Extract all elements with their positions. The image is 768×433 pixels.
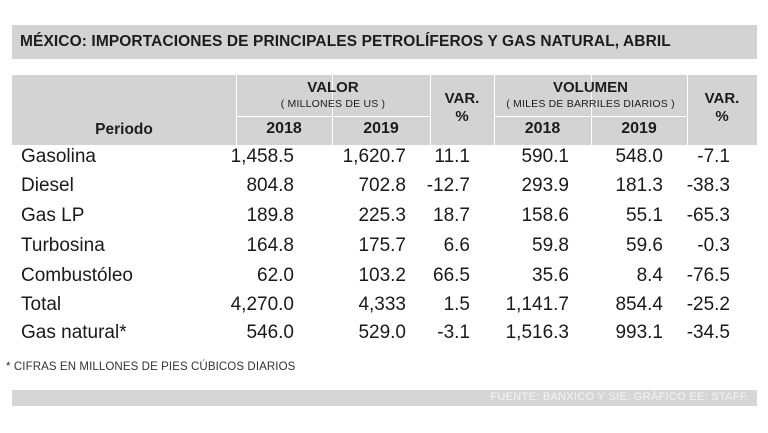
cell-var: 6.6 [443, 235, 470, 256]
source-bar: FUENTE: BANXICO Y SIE. GRÁFICO EE: STAFF… [12, 390, 757, 406]
cell-volvar: -38.3 [686, 175, 730, 196]
cell-var: 66.5 [433, 265, 470, 286]
cell-volvar: -25.2 [686, 294, 730, 315]
cell-v2018: 1,458.5 [230, 146, 294, 167]
cell-v2019: 103.2 [358, 265, 406, 286]
volumen-var-header: VAR. [704, 90, 740, 107]
volumen-var-unit: % [715, 108, 729, 125]
cell-var: 1.5 [443, 294, 470, 315]
cell-volvar: -0.3 [697, 235, 730, 256]
header-block [12, 75, 757, 145]
cell-vol2018: 293.9 [521, 175, 569, 196]
source-credit: FUENTE: BANXICO Y SIE. GRÁFICO EE: STAFF… [490, 391, 749, 403]
table-row: Gas natural* 546.0 529.0 -3.1 1,516.3 993.1 -3… [12, 318, 757, 348]
cell-var: -3.1 [437, 322, 470, 343]
cell-vol2019: 181.3 [615, 175, 663, 196]
divider [687, 75, 688, 145]
cell-v2018: 189.8 [246, 205, 294, 226]
cell-volvar: -34.5 [686, 322, 730, 343]
valor-unit: ( MILLONES DE US ) [280, 98, 386, 110]
cell-v2018: 546.0 [246, 322, 294, 343]
cell-vol2019: 8.4 [636, 265, 663, 286]
divider [332, 75, 333, 145]
cell-vol2018: 1,141.7 [505, 294, 569, 315]
divider [494, 116, 687, 117]
cell-v2018: 804.8 [246, 175, 294, 196]
cell-v2019: 1,620.7 [342, 146, 406, 167]
cell-v2019: 225.3 [358, 205, 406, 226]
divider [236, 116, 430, 117]
title-bar: MÉXICO: IMPORTACIONES DE PRINCIPALES PET… [12, 25, 757, 59]
cell-vol2018: 1,516.3 [505, 322, 569, 343]
row-label: Diesel [21, 175, 74, 196]
cell-var: -12.7 [426, 175, 470, 196]
cell-vol2019: 854.4 [615, 294, 663, 315]
cell-vol2019: 548.0 [615, 146, 663, 167]
cell-vol2019: 993.1 [615, 322, 663, 343]
table-row: Gas LP 189.8 225.3 18.7 158.6 55.1 -65.3 [12, 201, 757, 231]
table-row: Combustóleo 62.0 103.2 66.5 35.6 8.4 -76.5 [12, 261, 757, 291]
row-label: Gas natural* [21, 322, 127, 343]
cell-var: 18.7 [433, 205, 470, 226]
cell-v2019: 702.8 [358, 175, 406, 196]
divider [591, 75, 592, 145]
cell-v2019: 4,333 [358, 294, 406, 315]
table-row: Total 4,270.0 4,333 1.5 1,141.7 854.4 -25.2 [12, 290, 757, 320]
divider [430, 75, 431, 145]
table-title: MÉXICO: IMPORTACIONES DE PRINCIPALES PET… [20, 33, 671, 50]
cell-vol2018: 590.1 [521, 146, 569, 167]
cell-vol2018: 59.8 [532, 235, 569, 256]
valor-year-2019: 2019 [363, 120, 399, 137]
cell-v2019: 529.0 [358, 322, 406, 343]
valor-var-unit: % [455, 108, 469, 125]
cell-volvar: -76.5 [686, 265, 730, 286]
cell-v2019: 175.7 [358, 235, 406, 256]
volumen-unit: ( MILES DE BARRILES DIARIOS ) [506, 98, 675, 110]
divider [494, 75, 495, 145]
volumen-header: VOLUMEN [553, 79, 628, 96]
cell-var: 11.1 [434, 146, 470, 167]
row-label: Gas LP [21, 205, 85, 226]
row-label: Gasolina [21, 146, 96, 167]
cell-v2018: 164.8 [246, 235, 294, 256]
cell-v2018: 4,270.0 [230, 294, 294, 315]
table-row: Gasolina 1,458.5 1,620.7 11.1 590.1 548.0 -7.1 [12, 142, 757, 172]
cell-volvar: -65.3 [686, 205, 730, 226]
table-row: Diesel 804.8 702.8 -12.7 293.9 181.3 -38.3 [12, 171, 757, 201]
row-label: Combustóleo [21, 265, 133, 286]
cell-vol2019: 55.1 [626, 205, 663, 226]
valor-header: VALOR [307, 79, 359, 96]
row-label: Turbosina [21, 235, 105, 256]
footnote: * CIFRAS EN MILLONES DE PIES CÚBICOS DIA… [6, 361, 296, 373]
valor-year-2018: 2018 [266, 120, 302, 137]
table-row: Turbosina 164.8 175.7 6.6 59.8 59.6 -0.3 [12, 231, 757, 261]
cell-vol2019: 59.6 [626, 235, 663, 256]
divider [236, 75, 237, 145]
valor-var-header: VAR. [444, 90, 480, 107]
cell-volvar: -7.1 [697, 146, 730, 167]
periodo-header: Periodo [95, 121, 153, 138]
cell-v2018: 62.0 [257, 265, 294, 286]
volumen-year-2019: 2019 [621, 120, 657, 137]
row-label: Total [21, 294, 62, 315]
cell-vol2018: 35.6 [532, 265, 569, 286]
volumen-year-2018: 2018 [524, 120, 561, 137]
cell-vol2018: 158.6 [521, 205, 569, 226]
